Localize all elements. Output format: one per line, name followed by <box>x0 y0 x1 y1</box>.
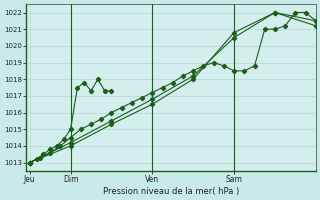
X-axis label: Pression niveau de la mer( hPa ): Pression niveau de la mer( hPa ) <box>103 187 239 196</box>
